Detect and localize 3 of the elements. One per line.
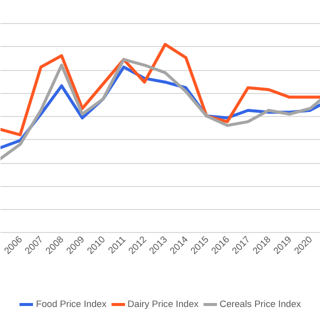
legend-label: Cereals Price Index [220,299,301,309]
legend-label: Dairy Price Index [128,299,199,309]
legend-label: Food Price Index [36,299,107,309]
